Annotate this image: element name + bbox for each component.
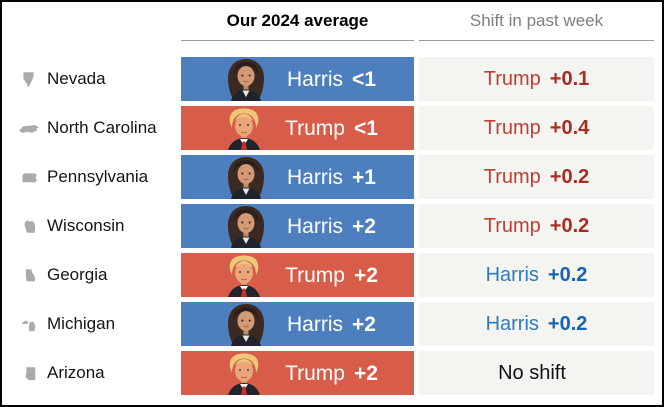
leader-margin: +2 xyxy=(353,361,378,385)
trump-portrait-icon xyxy=(217,253,271,297)
shift-value: +0.2 xyxy=(547,313,588,335)
column-header-average: Our 2024 average xyxy=(181,11,414,41)
state-icon-michigan xyxy=(18,314,40,334)
harris-portrait-icon xyxy=(219,302,273,346)
state-label: Georgia xyxy=(47,265,108,284)
state-label: Michigan xyxy=(47,314,116,333)
average-bar: Trump +2 xyxy=(181,253,414,297)
average-text: Trump +2 xyxy=(285,265,378,286)
state-cell: Michigan xyxy=(18,302,178,346)
leader-name: Harris xyxy=(287,67,344,91)
trump-portrait-icon xyxy=(217,351,271,395)
average-bar: Harris +2 xyxy=(181,302,414,346)
shift-cell: Trump +0.2 xyxy=(419,155,654,199)
shift-candidate: Trump xyxy=(483,68,541,90)
leader-margin: +2 xyxy=(352,214,376,238)
average-text: Harris +2 xyxy=(287,314,376,335)
table-row: Pennsylvania Harris +1 Trump +0.2 xyxy=(2,155,662,199)
average-bar: Trump <1 xyxy=(181,106,414,150)
rows: Nevada Harris <1 Trump +0.1 North Caroli… xyxy=(2,57,662,395)
table-row: Nevada Harris <1 Trump +0.1 xyxy=(2,57,662,101)
state-icon-pennsylvania xyxy=(18,167,40,187)
average-text: Harris <1 xyxy=(287,69,376,90)
table-row: Georgia Trump +2 Harris +0.2 xyxy=(2,253,662,297)
leader-name: Harris xyxy=(287,312,344,336)
state-icon-wisconsin xyxy=(18,216,40,236)
average-bar: Harris +1 xyxy=(181,155,414,199)
leader-margin: +2 xyxy=(352,312,376,336)
state-cell: Pennsylvania xyxy=(18,155,178,199)
average-text: Harris +1 xyxy=(287,167,376,188)
average-bar: Harris +2 xyxy=(181,204,414,248)
shift-candidate: Harris xyxy=(485,313,539,335)
shift-candidate: Trump xyxy=(483,117,541,139)
leader-margin: <1 xyxy=(352,67,376,91)
shift-candidate: No shift xyxy=(498,362,566,384)
shift-value: +0.4 xyxy=(549,117,590,139)
leader-name: Trump xyxy=(285,263,345,287)
state-icon-arizona xyxy=(18,363,40,383)
harris-portrait-icon xyxy=(219,204,273,248)
average-text: Trump <1 xyxy=(285,118,378,139)
state-icon-nevada xyxy=(18,69,40,89)
state-label: Arizona xyxy=(47,363,105,382)
shift-value: +0.1 xyxy=(549,68,590,90)
table-row: Michigan Harris +2 Harris +0.2 xyxy=(2,302,662,346)
shift-value: +0.2 xyxy=(549,166,590,188)
table-row: Wisconsin Harris +2 Trump +0.2 xyxy=(2,204,662,248)
leader-name: Harris xyxy=(287,214,344,238)
leader-name: Trump xyxy=(285,116,345,140)
harris-portrait-icon xyxy=(219,57,273,101)
state-cell: Wisconsin xyxy=(18,204,178,248)
leader-margin: +1 xyxy=(352,165,376,189)
state-label: Pennsylvania xyxy=(47,167,149,186)
state-cell: Arizona xyxy=(18,351,178,395)
leader-margin: +2 xyxy=(353,263,378,287)
shift-candidate: Harris xyxy=(485,264,539,286)
shift-cell: Harris +0.2 xyxy=(419,302,654,346)
average-text: Harris +2 xyxy=(287,216,376,237)
table-row: North Carolina Trump <1 Trump +0.4 xyxy=(2,106,662,150)
shift-cell: Harris +0.2 xyxy=(419,253,654,297)
state-icon-georgia xyxy=(18,265,40,285)
shift-candidate: Trump xyxy=(483,166,541,188)
shift-cell: Trump +0.1 xyxy=(419,57,654,101)
average-bar: Trump +2 xyxy=(181,351,414,395)
leader-margin: <1 xyxy=(353,116,378,140)
shift-value: +0.2 xyxy=(549,215,590,237)
state-icon-north-carolina xyxy=(18,118,40,138)
trump-portrait-icon xyxy=(217,106,271,150)
state-label: Wisconsin xyxy=(47,216,125,235)
average-bar: Harris <1 xyxy=(181,57,414,101)
shift-cell: Trump +0.2 xyxy=(419,204,654,248)
state-cell: Nevada xyxy=(18,57,178,101)
leader-name: Trump xyxy=(285,361,345,385)
harris-portrait-icon xyxy=(219,155,273,199)
shift-value: +0.2 xyxy=(547,264,588,286)
state-cell: North Carolina xyxy=(18,106,178,150)
shift-cell: Trump +0.4 xyxy=(419,106,654,150)
shift-cell: No shift xyxy=(419,351,654,395)
state-cell: Georgia xyxy=(18,253,178,297)
leader-name: Harris xyxy=(287,165,344,189)
column-header-shift: Shift in past week xyxy=(419,11,654,41)
state-label: Nevada xyxy=(47,69,106,88)
shift-candidate: Trump xyxy=(483,215,541,237)
average-text: Trump +2 xyxy=(285,363,378,384)
table-row: Arizona Trump +2 No shift xyxy=(2,351,662,395)
state-label: North Carolina xyxy=(47,118,157,137)
